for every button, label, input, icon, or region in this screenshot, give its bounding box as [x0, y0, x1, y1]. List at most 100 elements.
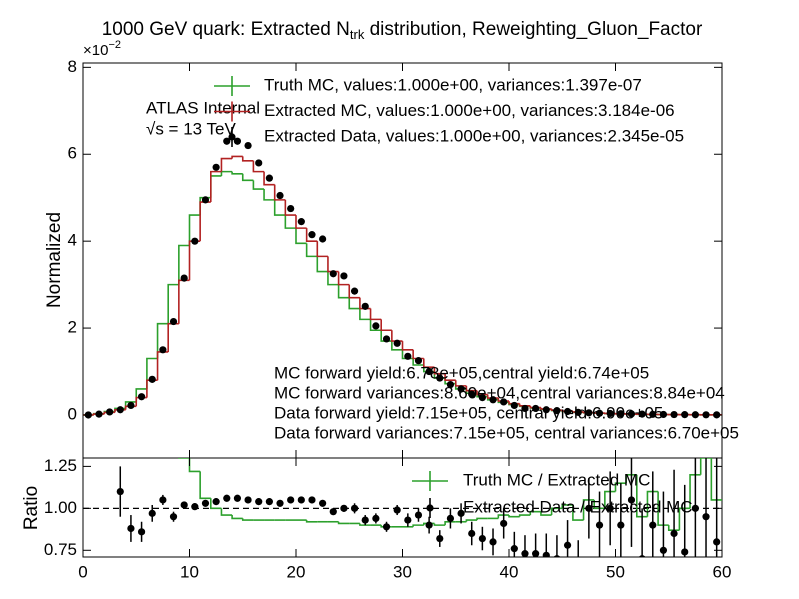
data-point: [575, 563, 582, 570]
data-point: [393, 506, 401, 514]
hist-step: [444, 373, 456, 382]
hist-step: [316, 241, 328, 258]
y-tick-label: 8: [68, 57, 77, 76]
hist-step: [252, 180, 265, 190]
hist-step: [263, 171, 275, 186]
hist-step: [327, 271, 339, 286]
hist-step: [147, 408, 158, 425]
data-point: [148, 509, 156, 517]
hist-step: [220, 170, 233, 176]
hist-step: [167, 322, 179, 352]
hist-step: [369, 308, 382, 321]
hist-step: [199, 201, 211, 242]
data-point: [617, 410, 625, 418]
y-tick-label: 0.75: [44, 540, 77, 559]
y-scale-exponent: −2: [108, 39, 121, 51]
hist-step: [188, 458, 201, 473]
data-point: [180, 274, 188, 282]
hist-step: [284, 199, 296, 216]
hist-step: [359, 523, 371, 526]
x-tick-label: 10: [180, 562, 199, 581]
hist-step: [636, 474, 648, 518]
data-point: [691, 411, 699, 419]
data-point: [329, 270, 337, 278]
data-point: [393, 339, 401, 347]
hist-step: [497, 514, 509, 519]
hist-step: [146, 357, 158, 389]
data-point: [244, 496, 252, 504]
data-point: [350, 287, 359, 295]
hist-step: [582, 499, 595, 521]
data-point: [659, 410, 668, 419]
data-point: [319, 235, 327, 243]
data-point: [308, 231, 316, 239]
hist-step: [305, 520, 318, 523]
data-point: [361, 516, 369, 524]
data-point: [127, 401, 135, 410]
data-point: [244, 141, 252, 150]
data-point: [350, 504, 359, 512]
hist-step: [178, 458, 190, 459]
legend-label: Extracted MC, values:1.000e+00, variance…: [264, 101, 675, 120]
hist-step: [156, 322, 169, 359]
hist-step: [476, 517, 488, 521]
data-point: [702, 411, 710, 419]
panel: [83, 137, 722, 419]
data-point: [180, 501, 188, 509]
data-point: [585, 409, 593, 417]
data-point: [276, 191, 284, 200]
atlas-label: ATLAS Internal: [146, 98, 260, 117]
data-point: [681, 411, 689, 419]
data-point: [659, 546, 668, 554]
data-point: [489, 396, 497, 404]
data-point: [425, 521, 433, 529]
x-tick-label: 0: [78, 562, 87, 581]
hist-step: [689, 473, 701, 509]
hist-step: [444, 520, 456, 526]
data-point: [169, 317, 178, 326]
data-point: [553, 407, 561, 415]
data-point: [595, 409, 604, 417]
y-scale: ×10−2: [83, 39, 121, 59]
hist-step: [210, 498, 222, 510]
data-point: [372, 322, 380, 330]
hist-step: [465, 385, 478, 392]
data-point: [95, 410, 103, 418]
panel: [83, 341, 722, 570]
hist-step: [433, 523, 446, 526]
data-point: [308, 496, 316, 504]
x-tick-label: 60: [713, 562, 732, 581]
hist-step: [465, 519, 478, 522]
data-point: [532, 404, 540, 413]
yield-note: MC forward yield:6.78e+05,central yield:…: [274, 363, 649, 382]
x-tick-label: 40: [500, 562, 519, 581]
chart-title: 1000 GeV quark: Extracted Ntrk distribut…: [102, 19, 703, 42]
hist-step: [359, 308, 371, 321]
hist-step: [188, 240, 201, 281]
data-point: [361, 302, 369, 310]
hist-step: [657, 491, 669, 526]
hist-step: [231, 171, 243, 175]
hist-step: [550, 507, 563, 516]
hist-step: [348, 284, 360, 299]
hist-step: [94, 341, 105, 408]
y-tick-label: 2: [68, 318, 77, 337]
data-point: [106, 408, 114, 416]
data-point: [276, 499, 284, 507]
data-point: [670, 410, 678, 419]
data-point: [201, 499, 210, 507]
legend-label: Truth MC / Extracted MC: [463, 470, 650, 489]
hist-step: [295, 215, 307, 229]
data-point: [137, 528, 146, 536]
hist-step: [391, 341, 403, 351]
hist-step: [412, 524, 424, 527]
y-scale-base: ×10: [83, 42, 108, 59]
data-point: [649, 521, 657, 529]
x-tick-label: 20: [287, 562, 306, 581]
hist-step: [295, 228, 307, 245]
y-tick-label: 1.25: [44, 456, 77, 475]
hist-step: [231, 515, 243, 520]
data-point: [414, 511, 423, 519]
data-point: [510, 545, 518, 553]
legend-label: Extracted Data, values:1.000e+00, varian…: [264, 126, 684, 145]
